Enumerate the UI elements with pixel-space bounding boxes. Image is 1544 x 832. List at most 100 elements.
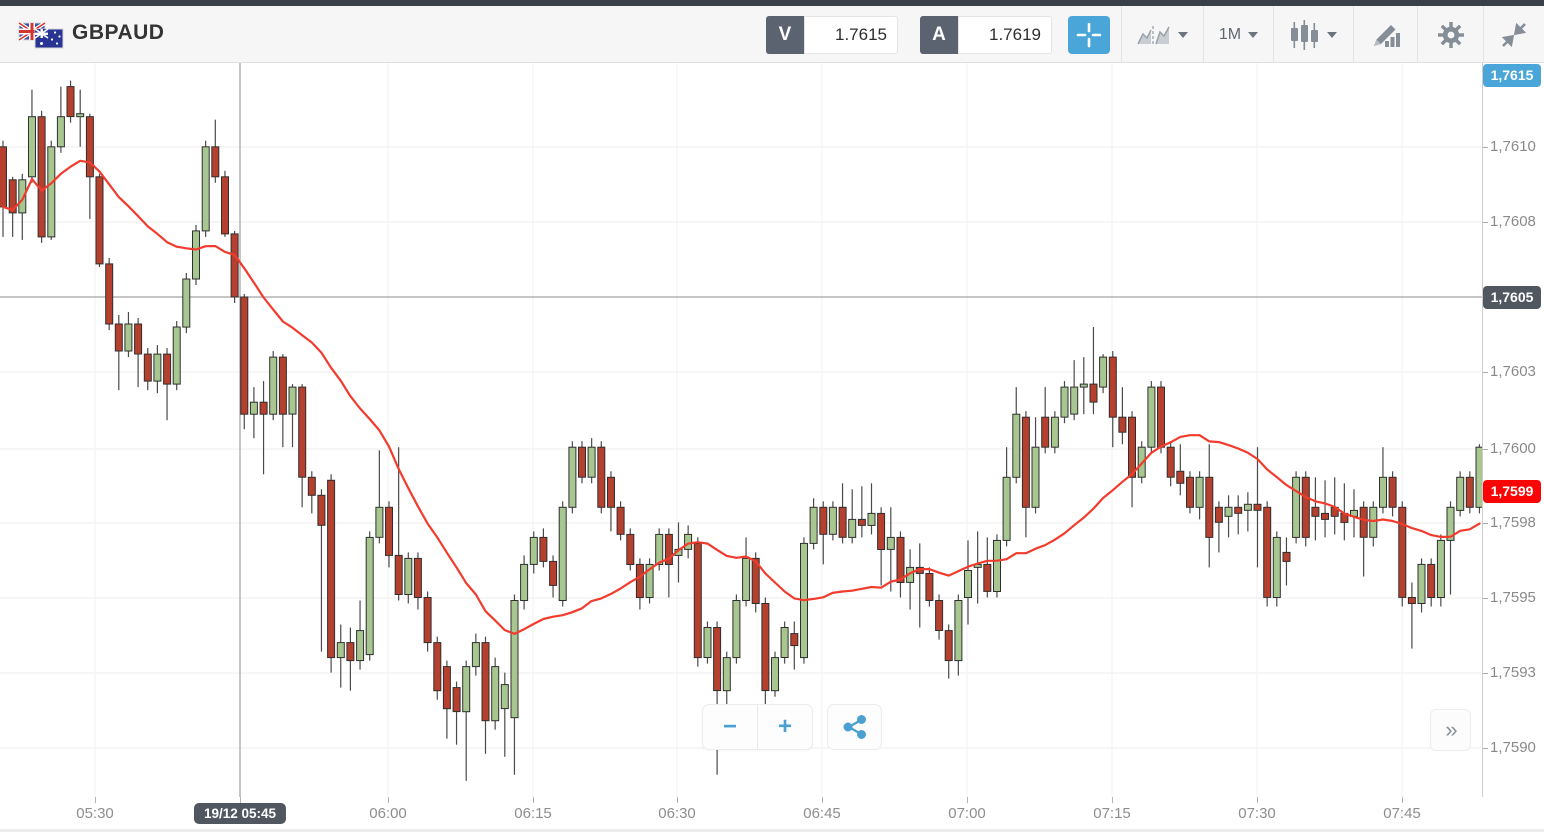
candle [143, 348, 152, 391]
candle-body-up [886, 536, 895, 550]
zoom-out-button[interactable]: − [703, 705, 758, 749]
candle-body-up [655, 533, 664, 565]
gear-icon [1437, 21, 1464, 48]
candle [491, 657, 500, 730]
candle [838, 483, 847, 544]
candle [1166, 441, 1175, 487]
candle-body-down [423, 597, 432, 644]
time-axis-tick [240, 797, 241, 803]
candle [172, 321, 181, 391]
candle-body-up [182, 278, 191, 328]
candle [1176, 444, 1185, 496]
time-axis-tick [388, 797, 389, 803]
candle [85, 113, 94, 219]
candle-body-up [356, 630, 365, 662]
candle [327, 474, 336, 673]
candle-body-down [327, 479, 336, 659]
candle [973, 531, 982, 604]
chart-type-dropdown[interactable] [1121, 6, 1203, 63]
candle-body-up [172, 326, 181, 385]
candle [1243, 492, 1252, 532]
candle-body-down [307, 476, 316, 496]
candle-style-dropdown[interactable] [1273, 6, 1353, 63]
candle [259, 381, 268, 475]
candle-body-down [877, 512, 886, 550]
candle-body-up [809, 506, 818, 544]
time-axis-tick [677, 797, 678, 803]
candle [693, 537, 702, 667]
candle-body-up [269, 356, 278, 415]
sell-button[interactable]: V [766, 16, 804, 54]
candle-body-down [1166, 446, 1175, 478]
settings-button[interactable] [1417, 6, 1483, 63]
buy-button[interactable]: A [920, 16, 958, 54]
time-axis-tick [95, 797, 96, 803]
candle [828, 501, 837, 541]
candle [1118, 387, 1127, 445]
candle-body-down [1118, 416, 1127, 433]
candle-body-down [1263, 506, 1272, 598]
timeframe-dropdown[interactable]: 1M [1203, 6, 1273, 63]
candle [192, 224, 200, 285]
candle [877, 507, 886, 586]
candle [886, 507, 895, 592]
candle [1224, 495, 1233, 538]
candle-body-up [47, 146, 56, 238]
candle [1041, 387, 1050, 454]
candle-body-up [780, 627, 789, 658]
candle [1021, 411, 1030, 538]
candle-body-down [1311, 506, 1320, 517]
price-axis-tick [1482, 673, 1488, 674]
candle-body-down [1388, 476, 1397, 508]
candle-body-down [635, 563, 644, 598]
candle [1369, 501, 1378, 547]
expand-panel-button[interactable]: » [1430, 709, 1471, 751]
time-axis-label: 07:00 [948, 805, 986, 822]
candle-body-up [365, 536, 374, 656]
candle [1311, 477, 1320, 541]
share-button[interactable] [827, 704, 882, 750]
candle [336, 624, 345, 688]
candle [124, 312, 133, 358]
candle-body-up [1031, 446, 1040, 508]
candle [944, 624, 953, 679]
candle-body-down [857, 518, 866, 526]
candle-body-down [346, 642, 355, 662]
candle-body-up [201, 146, 210, 232]
chevron-down-icon [1327, 31, 1337, 38]
time-axis-label: 07:30 [1238, 805, 1276, 822]
candle [1099, 354, 1108, 394]
candle [307, 471, 316, 514]
candle-body-up [18, 179, 27, 214]
candlestick-icon [1291, 19, 1318, 50]
candle [1089, 327, 1098, 415]
price-axis-label: 1,7608 [1490, 213, 1536, 230]
candle [703, 621, 712, 664]
candle-body-up [510, 600, 519, 719]
collapse-chart-button[interactable] [1483, 6, 1544, 63]
drawing-tools-button[interactable] [1353, 6, 1417, 63]
chevron-down-icon [1248, 31, 1259, 38]
time-axis[interactable]: 05:30 06:00 06:15 06:30 06:45 07:00 07:15 07:30… [0, 797, 1544, 832]
candle [95, 173, 104, 267]
candle [1446, 501, 1455, 595]
price-axis[interactable]: 1,7610 1,7608 1,7603 1,7600 1,7598 1,7595 1,75… [1482, 63, 1544, 797]
candle-body-down [1465, 476, 1474, 508]
candle [1050, 411, 1059, 454]
candle-body-up [1446, 506, 1455, 541]
candle-body-down [143, 353, 152, 382]
candle-body-up [1436, 539, 1445, 598]
candle-body-up [1012, 413, 1021, 478]
candle-body-up [249, 401, 258, 415]
australia-flag [34, 28, 64, 49]
crosshair-tool-button[interactable] [1068, 16, 1110, 54]
candle-body-down [1214, 506, 1223, 523]
candlestick-chart[interactable] [0, 63, 1482, 797]
candle [597, 441, 606, 514]
candle [616, 501, 625, 541]
zoom-in-button[interactable]: + [777, 713, 792, 740]
candle [867, 483, 876, 535]
candle [1359, 501, 1368, 577]
candle [1301, 471, 1310, 547]
candle-body-down [413, 557, 422, 598]
